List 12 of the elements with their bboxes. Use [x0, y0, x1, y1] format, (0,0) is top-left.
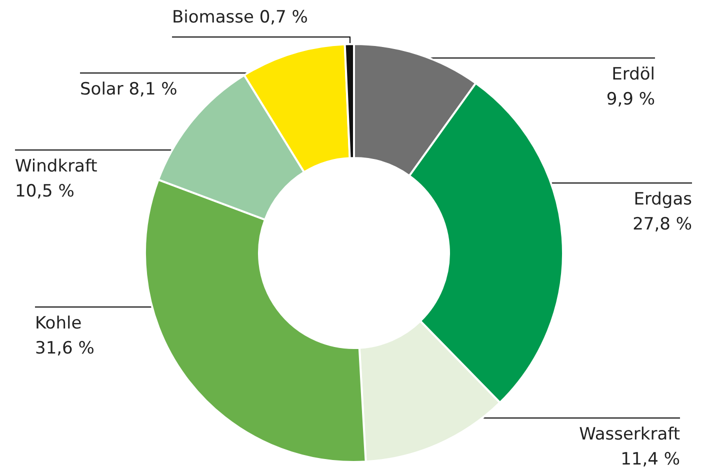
data-label: 27,8 %: [632, 214, 692, 234]
slice-label: Solar 8,1 %: [80, 80, 178, 100]
data-label: 31,6 %: [35, 338, 94, 358]
slice-label: Erdgas: [634, 190, 692, 210]
slice-label: Biomasse 0,7 %: [172, 8, 308, 28]
slice-label: Wasserkraft: [579, 424, 680, 444]
data-label: 9,9 %: [606, 90, 655, 110]
slice-label: Kohle: [35, 314, 82, 334]
slice-label: Windkraft: [15, 156, 98, 176]
data-label: 10,5 %: [15, 182, 74, 202]
slice-label: Erdöl: [612, 64, 655, 84]
data-label: 11,4 %: [620, 450, 680, 470]
